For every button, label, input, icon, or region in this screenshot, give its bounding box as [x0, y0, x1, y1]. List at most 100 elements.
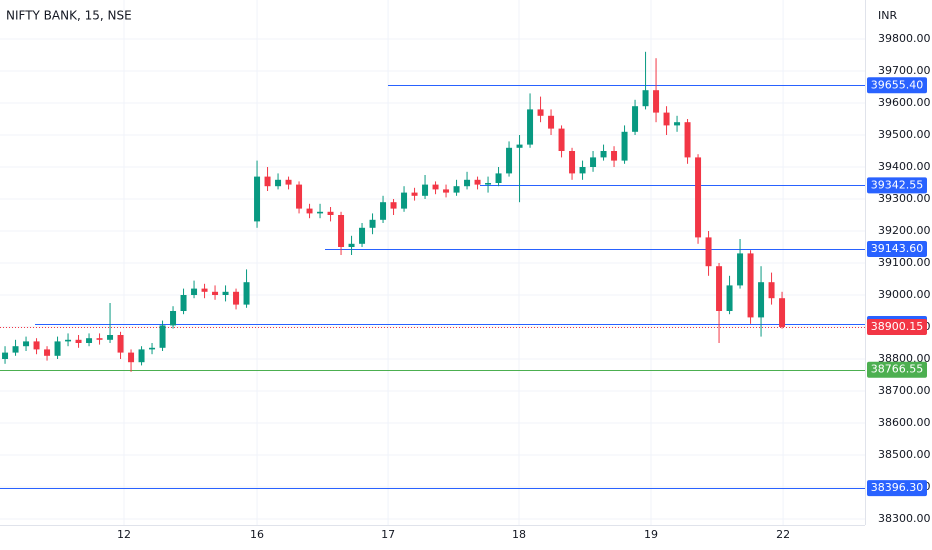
- candle-body: [464, 179, 471, 187]
- candle-body: [726, 285, 733, 311]
- candle-body: [747, 253, 754, 318]
- candle-body: [779, 298, 786, 327]
- y-tick-label: 39000.00: [878, 288, 931, 301]
- candle-body: [170, 311, 177, 326]
- candle-body: [705, 237, 712, 267]
- candle-body: [2, 352, 9, 359]
- candle-body: [642, 90, 649, 107]
- candle-body: [401, 192, 408, 209]
- level-label-box: [867, 318, 927, 335]
- candle-body: [33, 341, 40, 350]
- candle-body: [54, 341, 61, 356]
- level-label: 38396.30: [871, 481, 924, 494]
- level-label-box: [867, 361, 927, 378]
- candle-body: [758, 282, 765, 318]
- candle-body: [275, 179, 282, 187]
- candle-body: [348, 243, 355, 247]
- candle-body: [495, 173, 502, 183]
- candle-body: [65, 339, 72, 342]
- x-tick-label: 22: [776, 528, 790, 541]
- y-tick-label: 38500.00: [878, 448, 931, 461]
- candle-body: [149, 347, 156, 350]
- candle-body: [527, 109, 534, 145]
- level-label-box: [867, 241, 927, 258]
- candle-body: [506, 147, 513, 174]
- candle-body: [485, 183, 492, 185]
- grid: [0, 0, 865, 525]
- candle-body: [579, 167, 586, 174]
- candle-body: [737, 253, 744, 286]
- candle-body: [338, 215, 345, 247]
- candle-body: [107, 335, 114, 340]
- candle-body: [537, 109, 544, 116]
- candle-body: [474, 179, 481, 185]
- level-label-box: [867, 480, 927, 497]
- candle-body: [716, 266, 723, 311]
- candle-body: [212, 291, 219, 295]
- candle-body: [12, 346, 19, 353]
- candle-body: [159, 325, 166, 348]
- candle-body: [432, 184, 439, 190]
- y-tick-label: 38600.00: [878, 416, 931, 429]
- candle-body: [684, 122, 691, 158]
- candle-body: [264, 176, 271, 187]
- candle-body: [180, 295, 187, 311]
- candle-body: [411, 192, 418, 196]
- candle-body: [138, 349, 145, 363]
- y-tick-label: 39700.00: [878, 64, 931, 77]
- y-tick-label: 39100.00: [878, 256, 931, 269]
- candle-body: [243, 282, 250, 305]
- candle-body: [86, 338, 93, 343]
- chart-title: NIFTY BANK, 15, NSE: [6, 9, 132, 23]
- candle-body: [128, 352, 135, 363]
- level-label: 39143.60: [871, 242, 924, 255]
- candle-body: [548, 115, 555, 129]
- candle-body: [632, 106, 639, 132]
- candle-body: [621, 131, 628, 161]
- candle-body: [306, 208, 313, 214]
- candle-body: [569, 151, 576, 174]
- level-label-box: [867, 177, 927, 194]
- axis-unit: INR: [878, 9, 897, 22]
- candle-body: [285, 179, 292, 185]
- x-tick-label: 17: [381, 528, 395, 541]
- level-label: 38766.55: [871, 363, 924, 376]
- candle-body: [653, 90, 660, 113]
- candle-body: [296, 184, 303, 209]
- candle-body: [327, 211, 334, 215]
- x-tick-label: 19: [644, 528, 658, 541]
- y-tick-label: 39800.00: [878, 32, 931, 45]
- candle-body: [369, 219, 376, 228]
- candle-body: [422, 184, 429, 196]
- candle-body: [695, 157, 702, 238]
- candle-body: [44, 349, 51, 356]
- candle-body: [222, 291, 229, 295]
- y-tick-label: 38300.00: [878, 512, 931, 525]
- candle-body: [380, 202, 387, 220]
- candle-body: [453, 186, 460, 193]
- candle-body: [768, 282, 775, 299]
- candle-body: [674, 122, 681, 126]
- y-tick-label: 39600.00: [878, 96, 931, 109]
- candle-body: [390, 202, 397, 209]
- candle-body: [254, 176, 261, 222]
- candle-body: [516, 144, 523, 148]
- candle-body: [317, 211, 324, 214]
- candle-body: [663, 112, 670, 126]
- y-tick-label: 39300.00: [878, 192, 931, 205]
- y-tick-label: 39500.00: [878, 128, 931, 141]
- x-tick-label: 16: [250, 528, 264, 541]
- x-tick-label: 18: [512, 528, 526, 541]
- candle-body: [443, 189, 450, 193]
- level-label: 38900.15: [871, 320, 924, 333]
- level-label: 39342.55: [871, 178, 924, 191]
- candle-body: [201, 288, 208, 292]
- candle-body: [117, 335, 124, 353]
- level-label-box: [867, 77, 927, 94]
- candle-body: [590, 157, 597, 167]
- candle-body: [96, 338, 103, 340]
- candle-body: [359, 227, 366, 244]
- candle-body: [600, 151, 607, 158]
- x-tick-label: 12: [117, 528, 131, 541]
